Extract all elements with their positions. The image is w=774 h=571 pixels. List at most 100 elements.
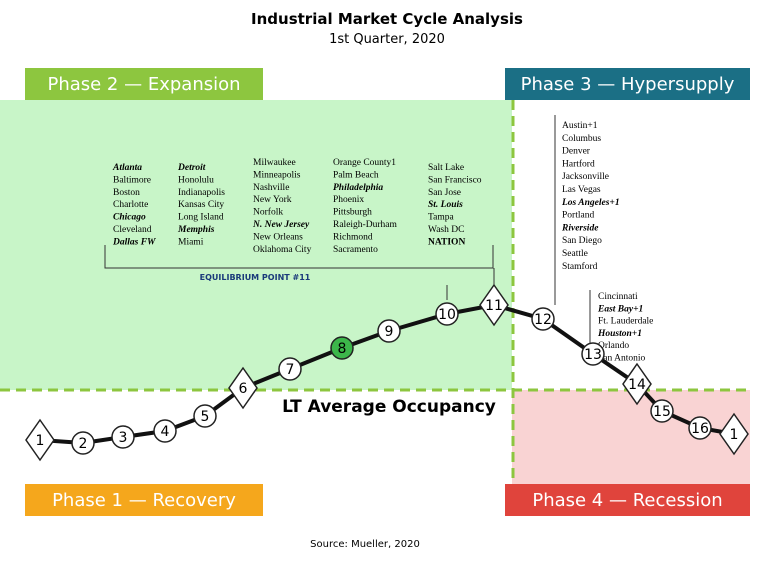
point-circle xyxy=(531,307,555,331)
phase-label: Phase 4 — Recession xyxy=(532,490,722,511)
subtitle: 1st Quarter, 2020 xyxy=(329,32,445,47)
city: Detroit xyxy=(177,163,206,173)
point-label: 5 xyxy=(201,409,210,425)
city: Honolulu xyxy=(178,175,214,185)
city: Charlotte xyxy=(113,200,148,210)
city: Sacramento xyxy=(333,245,378,255)
city: Orlando xyxy=(598,341,629,351)
city: San Francisco xyxy=(428,175,482,185)
city: Las Vegas xyxy=(562,185,601,195)
point-circle xyxy=(688,416,712,440)
phase-box xyxy=(505,68,750,100)
city: Ft. Lauderdale xyxy=(598,317,653,327)
city: Raleigh-Durham xyxy=(333,220,397,230)
city: N. New Jersey xyxy=(252,220,310,230)
point-diamond xyxy=(228,366,258,410)
city: Philadelphia xyxy=(333,183,383,193)
city: Wash DC xyxy=(428,225,464,235)
city: Atlanta xyxy=(112,163,142,173)
phase-label: Phase 1 — Recovery xyxy=(52,490,236,511)
point-diamond xyxy=(25,418,55,462)
point-label: 2 xyxy=(79,436,88,452)
point-circle xyxy=(278,357,302,381)
city: Phoenix xyxy=(333,195,364,205)
city: San Diego xyxy=(562,236,602,246)
bracket-lines xyxy=(104,115,591,345)
city: Minneapolis xyxy=(253,170,301,180)
point-label: 16 xyxy=(691,421,709,437)
point-circle xyxy=(377,319,401,343)
city: Seattle xyxy=(562,249,588,259)
point-diamond xyxy=(479,283,509,327)
city: Tampa xyxy=(428,213,454,223)
phase-label: Phase 2 — Expansion xyxy=(47,74,240,95)
point-label: 8 xyxy=(338,341,347,357)
city: Austin+1 xyxy=(562,121,598,131)
city: Stamford xyxy=(562,261,598,272)
equilibrium-label: EQUILIBRIUM POINT #11 xyxy=(200,273,311,282)
city: Norfolk xyxy=(253,207,283,218)
phase-box xyxy=(25,484,263,516)
city: Riverside xyxy=(561,223,599,233)
city: Indianapolis xyxy=(178,188,225,198)
expansion-area xyxy=(0,100,512,390)
city: Oklahoma City xyxy=(253,245,312,255)
city: Houston+1 xyxy=(597,329,642,339)
point-label: 1 xyxy=(730,427,739,443)
point-circle xyxy=(435,302,459,326)
phase-box xyxy=(25,68,263,100)
city: Cleveland xyxy=(113,225,152,235)
point-circle xyxy=(650,399,674,423)
point-diamond xyxy=(622,362,652,406)
point-circle xyxy=(193,404,217,428)
point-label: 13 xyxy=(584,347,602,363)
point-label: 10 xyxy=(438,307,456,323)
city: San Antonio xyxy=(598,354,645,364)
city: Cincinnati xyxy=(598,292,638,302)
point-label: 1 xyxy=(36,433,45,449)
city: Chicago xyxy=(113,213,146,223)
city: Milwaukee xyxy=(253,158,296,168)
city: East Bay+1 xyxy=(597,304,643,314)
point-label: 11 xyxy=(485,298,503,314)
point-circle xyxy=(153,419,177,443)
point-label: 7 xyxy=(286,362,295,378)
city: Dallas FW xyxy=(112,237,156,247)
city: Nashville xyxy=(253,183,289,193)
city: Boston xyxy=(113,188,140,198)
point-label: 3 xyxy=(119,430,128,446)
city: New York xyxy=(253,195,292,205)
point-circle xyxy=(581,342,605,366)
city: Denver xyxy=(562,147,591,157)
city: Miami xyxy=(178,237,204,247)
city: Palm Beach xyxy=(333,170,379,180)
city: Pittsburgh xyxy=(333,208,372,218)
occupancy-label: LT Average Occupancy xyxy=(282,397,496,417)
city: Salt Lake xyxy=(428,163,464,173)
city: Jacksonville xyxy=(562,172,609,182)
city: NATION xyxy=(428,237,465,247)
point-circle xyxy=(71,431,95,455)
city: Columbus xyxy=(562,134,601,144)
title: Industrial Market Cycle Analysis xyxy=(251,10,523,28)
point-circle xyxy=(111,425,135,449)
city: Long Island xyxy=(178,213,224,223)
point-label: 9 xyxy=(385,324,394,340)
city: New Orleans xyxy=(253,232,303,242)
city: Baltimore xyxy=(113,175,151,185)
city: Kansas City xyxy=(178,200,224,210)
city: Los Angeles+1 xyxy=(561,198,620,208)
city: Memphis xyxy=(177,225,215,235)
source: Source: Mueller, 2020 xyxy=(310,539,420,550)
phase-label: Phase 3 — Hypersupply xyxy=(521,74,735,95)
point-circle xyxy=(330,336,354,360)
city: Hartford xyxy=(562,158,595,169)
phase-box xyxy=(505,484,750,516)
city: Orange County1 xyxy=(333,158,396,168)
point-label: 6 xyxy=(239,381,248,397)
point-label: 14 xyxy=(628,377,646,393)
point-label: 12 xyxy=(534,312,552,328)
point-label: 4 xyxy=(161,424,170,440)
city: Portland xyxy=(562,211,594,221)
